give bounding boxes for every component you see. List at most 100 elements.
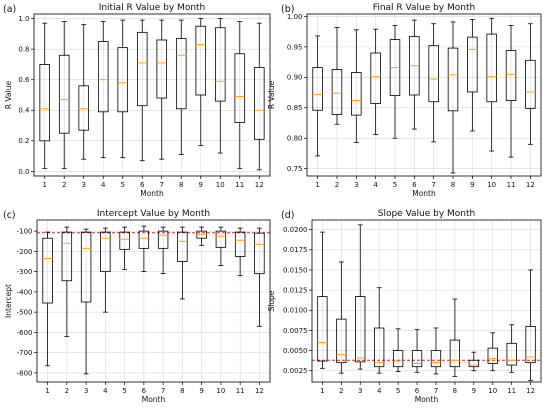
box-iqr xyxy=(195,25,207,96)
box-month-5 xyxy=(119,226,130,271)
y-tick-label: -800 xyxy=(17,369,33,377)
x-tick-label: 10 xyxy=(487,181,496,189)
box-month-10 xyxy=(486,17,497,152)
box-iqr xyxy=(525,59,536,109)
y-tick-label: -100 xyxy=(17,228,33,236)
x-tick-label: 1 xyxy=(45,387,49,395)
box-month-9 xyxy=(467,19,478,132)
box-month-5 xyxy=(392,328,404,372)
y-axis-label: Intercept xyxy=(4,284,13,318)
box-iqr xyxy=(331,69,343,115)
y-tick-label: 0.80 xyxy=(287,135,303,143)
x-tick-label: 7 xyxy=(431,181,435,189)
x-tick-label: 9 xyxy=(472,387,476,395)
box-month-7 xyxy=(156,19,168,160)
chart-panel-4: 0.0025 0.0050 0.0075 0.0100 0.0125 0.0150 0.01… xyxy=(267,209,542,404)
x-tick-label: 8 xyxy=(453,387,457,395)
box-month-7 xyxy=(157,226,169,275)
x-tick-label: 5 xyxy=(121,181,125,189)
box-month-11 xyxy=(234,227,246,277)
x-tick-label: 9 xyxy=(470,181,474,189)
box-iqr xyxy=(234,53,246,123)
plot-frame xyxy=(33,13,271,177)
x-axis-label: Month xyxy=(415,395,439,404)
box-month-1 xyxy=(42,231,53,367)
box-month-4 xyxy=(374,287,385,374)
box-month-10 xyxy=(215,226,227,266)
box-month-8 xyxy=(177,226,188,300)
x-tick-label: 11 xyxy=(235,181,244,189)
box-month-1 xyxy=(312,35,323,157)
x-tick-label: 8 xyxy=(180,387,184,395)
box-month-5 xyxy=(389,25,401,139)
x-tick-label: 2 xyxy=(62,181,66,189)
x-tick-label: 4 xyxy=(101,181,106,189)
box-iqr xyxy=(312,67,323,111)
x-tick-label: 6 xyxy=(412,181,417,189)
box-iqr xyxy=(157,230,169,249)
box-month-3 xyxy=(78,24,90,160)
plot-frame xyxy=(306,13,542,177)
box-month-1 xyxy=(39,22,51,169)
x-tick-label: 1 xyxy=(315,181,319,189)
box-iqr xyxy=(58,54,70,134)
box-month-7 xyxy=(430,327,442,375)
box-iqr xyxy=(175,38,187,110)
y-tick-label: 0.85 xyxy=(287,104,303,112)
x-tick-label: 7 xyxy=(434,387,438,395)
box-iqr xyxy=(214,27,226,102)
box-iqr xyxy=(505,50,517,101)
box-month-11 xyxy=(234,21,246,169)
y-tick-label: 0.75 xyxy=(287,165,303,173)
x-tick-label: 10 xyxy=(216,181,225,189)
y-tick-label: 0.95 xyxy=(287,43,303,51)
box-iqr xyxy=(138,230,150,249)
box-iqr xyxy=(336,318,347,364)
x-tick-label: 11 xyxy=(507,181,516,189)
y-axis-label: R Value xyxy=(4,81,13,110)
x-tick-label: 3 xyxy=(358,387,362,395)
box-month-10 xyxy=(487,332,498,372)
plot-frame xyxy=(36,219,271,383)
x-tick-label: 7 xyxy=(161,387,165,395)
box-iqr xyxy=(411,350,423,368)
x-tick-label: 5 xyxy=(122,387,126,395)
box-iqr xyxy=(468,359,479,368)
box-month-6 xyxy=(411,329,423,373)
x-tick-label: 2 xyxy=(335,181,339,189)
chart-panel-2: 0.750.800.850.900.951.001 2 3 4 5 6 7 8 9 10 11 12F… xyxy=(267,3,542,198)
x-tick-label: 11 xyxy=(236,387,245,395)
box-iqr xyxy=(374,327,385,368)
x-tick-label: 1 xyxy=(42,181,46,189)
box-iqr xyxy=(487,347,498,364)
x-tick-label: 2 xyxy=(339,387,343,395)
box-iqr xyxy=(39,64,51,142)
x-tick-label: 5 xyxy=(396,387,400,395)
y-tick-label: -300 xyxy=(17,268,33,276)
y-tick-label: 0.0025 xyxy=(283,367,308,375)
box-month-2 xyxy=(336,261,347,374)
x-tick-label: 10 xyxy=(216,387,225,395)
x-tick-label: 4 xyxy=(377,387,382,395)
box-iqr xyxy=(449,339,461,368)
y-tick-label: 1.00 xyxy=(287,13,303,21)
box-iqr xyxy=(351,72,362,116)
box-iqr xyxy=(467,36,478,93)
panel-label: (c) xyxy=(3,210,16,221)
y-axis-label: R Value xyxy=(267,81,276,110)
box-month-5 xyxy=(117,19,129,159)
box-iqr xyxy=(78,85,90,131)
x-tick-label: 12 xyxy=(526,181,535,189)
y-tick-label: 0.0075 xyxy=(283,327,308,335)
box-month-12 xyxy=(253,22,265,171)
x-tick-label: 10 xyxy=(488,387,497,395)
box-iqr xyxy=(506,342,517,366)
x-axis-label: Month xyxy=(142,395,166,404)
y-tick-label: -400 xyxy=(17,288,33,296)
box-month-2 xyxy=(331,26,343,125)
box-iqr xyxy=(254,232,265,275)
box-iqr xyxy=(100,231,111,273)
panel-label: (a) xyxy=(3,4,16,15)
